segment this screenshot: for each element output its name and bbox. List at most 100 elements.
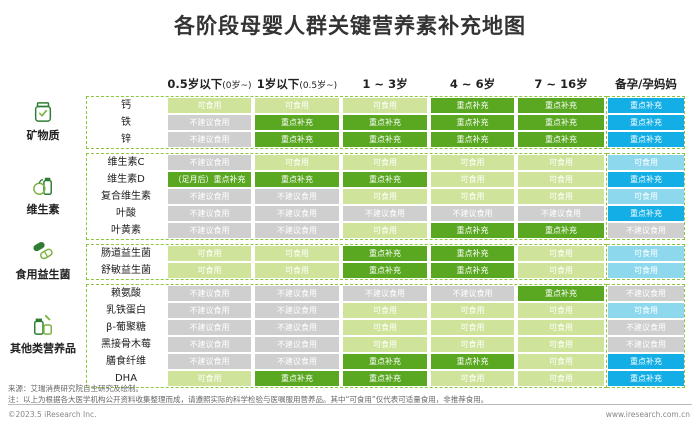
cell-key: 重点补充	[431, 98, 514, 113]
nutrient-name: 叶黄素	[111, 225, 141, 236]
column-header-main: 7 ~ 16岁	[534, 77, 588, 91]
cell-no: 不建议食用	[168, 223, 251, 238]
cell-no: 不建议食用	[255, 223, 339, 238]
table-row: 叶黄素 不建议食用 不建议食用 可食用 重点补充 重点补充 不建议食用	[86, 222, 686, 239]
column-header-3: 4 ~ 6岁	[430, 74, 515, 94]
category-label: 维生素	[26, 202, 60, 216]
cell-ok: 可食用	[255, 98, 339, 113]
column-header-1: 1岁以下(0.5岁~)	[254, 74, 340, 94]
cell-ok: 可食用	[343, 98, 427, 113]
site-url: www.iresearch.com.cn	[605, 410, 690, 419]
cell-ok: 可食用	[518, 371, 604, 386]
category-2: 食用益生菌	[0, 240, 86, 282]
cell-key: 重点补充	[518, 115, 604, 130]
cell-ok: 可食用	[343, 223, 427, 238]
column-header-5: 备孕/孕妈妈	[607, 74, 685, 94]
cell-ok: 可食用	[431, 337, 514, 352]
cell-no: 不建议食用	[255, 189, 339, 204]
cell-no: 不建议食用	[255, 354, 339, 369]
nutrient-name: 复合维生素	[101, 191, 151, 202]
cell-ok: 可食用	[255, 263, 339, 278]
cell-ok: 可食用	[518, 337, 604, 352]
cell-key: 重点补充	[518, 132, 604, 147]
cell-key: 重点补充	[343, 371, 427, 386]
table-row: β-葡聚糖 不建议食用 不建议食用 可食用 可食用 可食用 不建议食用	[86, 319, 686, 336]
cell-no: 不建议食用	[168, 303, 251, 318]
cell-no: 不建议食用	[168, 115, 251, 130]
cell-ok: 可食用	[518, 263, 604, 278]
cell-key: 重点补充	[431, 354, 514, 369]
cell-no: 不建议食用	[168, 337, 251, 352]
cell-key: 重点补充	[255, 115, 339, 130]
cell-ok: 可食用	[431, 172, 514, 187]
cell-ok: 可食用	[255, 246, 339, 261]
cell-no: 不建议食用	[431, 206, 514, 221]
cell-no: 不建议食用	[168, 320, 251, 335]
pregnancy-group-box	[607, 284, 685, 388]
cell-key: 重点补充	[608, 371, 684, 386]
nutrient-name: 维生素C	[107, 157, 145, 168]
cell-ok: 可食用	[608, 189, 684, 204]
cell-ok: 可食用	[518, 320, 604, 335]
cell-no: 不建议食用	[168, 155, 251, 170]
cell-no: 不建议食用	[255, 286, 339, 301]
cell-key: 重点补充	[343, 172, 427, 187]
cell-key: 重点补充	[431, 263, 514, 278]
category-label: 矿物质	[26, 128, 60, 142]
cell-no: 不建议食用	[343, 206, 427, 221]
table-row: 膳食纤维 不建议食用 不建议食用 重点补充 重点补充 可食用 重点补充	[86, 353, 686, 370]
table-row: 乳铁蛋白 不建议食用 不建议食用 可食用 可食用 可食用 可食用	[86, 302, 686, 319]
nutrient-name: DHA	[114, 373, 138, 384]
cell-ok: 可食用	[518, 246, 604, 261]
cell-ok: 可食用	[168, 371, 251, 386]
nutrient-name: 铁	[121, 117, 131, 128]
nutrient-name: 肠道益生菌	[101, 248, 151, 259]
cell-key: 重点补充	[343, 263, 427, 278]
column-header-main: 4 ~ 6岁	[449, 77, 496, 91]
cell-no: 不建议食用	[608, 337, 684, 352]
column-header-0: 0.5岁以下(0岁~)	[167, 74, 252, 94]
category-label: 食用益生菌	[15, 268, 71, 281]
cell-no: 不建议食用	[168, 286, 251, 301]
cell-no: 不建议食用	[608, 223, 684, 238]
cell-ok: 可食用	[518, 303, 604, 318]
category-group-box	[86, 96, 607, 149]
nutrient-name: 膳食纤维	[106, 356, 146, 367]
cell-ok: 可食用	[431, 303, 514, 318]
cell-key: （足月后）重点补充	[168, 172, 251, 187]
supplements-icon	[32, 314, 54, 336]
cell-no: 不建议食用	[255, 206, 339, 221]
cell-ok: 可食用	[168, 263, 251, 278]
cell-ok: 可食用	[518, 172, 604, 187]
nutrient-name: 钙	[121, 100, 131, 111]
cell-key: 重点补充	[431, 246, 514, 261]
cell-key: 重点补充	[608, 206, 684, 221]
category-label: 其他类营养品	[10, 342, 76, 355]
category-group-box	[86, 284, 607, 388]
cell-ok: 可食用	[518, 354, 604, 369]
nutrient-name: 乳铁蛋白	[106, 305, 146, 316]
table-row: 赖氨酸 不建议食用 不建议食用 不建议食用 不建议食用 重点补充 不建议食用	[86, 285, 686, 302]
cell-key: 重点补充	[608, 132, 684, 147]
table-row: 肠道益生菌 可食用 可食用 重点补充 重点补充 可食用 可食用	[86, 245, 686, 262]
cell-key: 重点补充	[608, 354, 684, 369]
source-note: 来源：艾瑞消费研究院自主研究及绘制。	[8, 384, 143, 393]
column-header-sub: (0.5岁~)	[299, 81, 338, 91]
category-0: 矿物质	[0, 101, 86, 143]
cell-key: 重点补充	[255, 132, 339, 147]
cell-ok: 可食用	[168, 98, 251, 113]
cell-ok: 可食用	[518, 155, 604, 170]
cell-key: 重点补充	[518, 223, 604, 238]
cell-key: 重点补充	[608, 98, 684, 113]
column-header-main: 0.5岁以下	[167, 77, 223, 91]
cell-key: 重点补充	[431, 132, 514, 147]
cell-ok: 可食用	[431, 320, 514, 335]
cell-no: 不建议食用	[168, 354, 251, 369]
page-title: 各阶段母婴人群关键营养素补充地图	[174, 14, 526, 38]
table-row: 复合维生素 不建议食用 不建议食用 可食用 可食用 可食用 可食用	[86, 188, 686, 205]
table-row: 黑接骨木莓 不建议食用 不建议食用 可食用 可食用 可食用 不建议食用	[86, 336, 686, 353]
column-header-main: 备孕/孕妈妈	[615, 77, 677, 91]
cell-ok: 可食用	[431, 189, 514, 204]
copyright: ©2023.5 iResearch Inc.	[8, 410, 97, 419]
table-row: 叶酸 不建议食用 不建议食用 不建议食用 不建议食用 不建议食用 重点补充	[86, 205, 686, 222]
